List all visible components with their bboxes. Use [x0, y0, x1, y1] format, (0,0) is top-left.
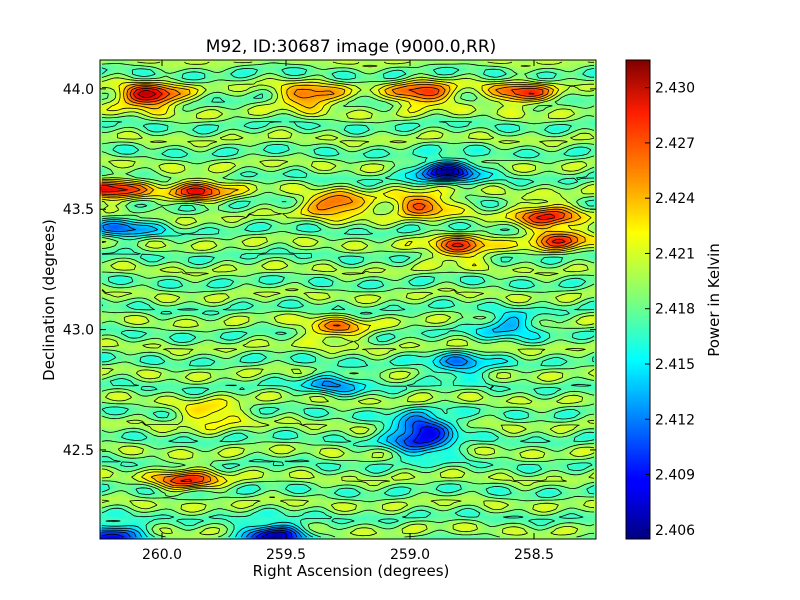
y-axis-label: Declination (degrees)	[40, 219, 58, 381]
plot-area	[99, 59, 597, 540]
contour-lines	[101, 61, 595, 538]
colorbar-tick-label: 2.412	[655, 412, 695, 428]
colorbar-ticks: 2.406 2.409 2.412 2.415 2.418 2.421 2.424 2.427…	[645, 81, 695, 539]
colorbar-tick-label: 2.427	[655, 136, 695, 152]
x-axis-label: Right Ascension (degrees)	[253, 562, 450, 580]
plot-frame	[99, 59, 597, 540]
colorbar: 2.406 2.409 2.412 2.415 2.418 2.421 2.424 2.427…	[625, 59, 723, 540]
x-axis: 260.0 259.5 259.0 258.5	[142, 60, 554, 563]
colorbar-tick-label: 2.409	[655, 468, 695, 484]
colorbar-gradient	[625, 59, 651, 540]
x-tick-label: 260.0	[142, 547, 182, 563]
y-tick-label: 42.5	[63, 443, 94, 459]
colorbar-tick-label: 2.418	[655, 302, 695, 318]
x-tick-label: 259.5	[266, 547, 306, 563]
colorbar-tick-label: 2.415	[655, 357, 695, 373]
contour-path	[101, 61, 595, 538]
colorbar-tick-label: 2.424	[655, 191, 695, 207]
y-tick-label: 43.5	[63, 202, 94, 218]
colorbar-tick-label: 2.406	[655, 523, 695, 539]
y-tick-label: 44.0	[63, 82, 94, 98]
colorbar-tick-label: 2.421	[655, 246, 695, 262]
y-axis: 42.5 43.0 43.5 44.0	[63, 82, 596, 459]
colorbar-tick-label: 2.430	[655, 81, 695, 97]
y-tick-label: 43.0	[63, 323, 94, 339]
chart-title: M92, ID:30687 image (9000.0,RR)	[206, 37, 497, 57]
x-tick-label: 258.5	[514, 547, 554, 563]
x-tick-label: 259.0	[390, 547, 430, 563]
colorbar-label: Power in Kelvin	[705, 243, 723, 357]
